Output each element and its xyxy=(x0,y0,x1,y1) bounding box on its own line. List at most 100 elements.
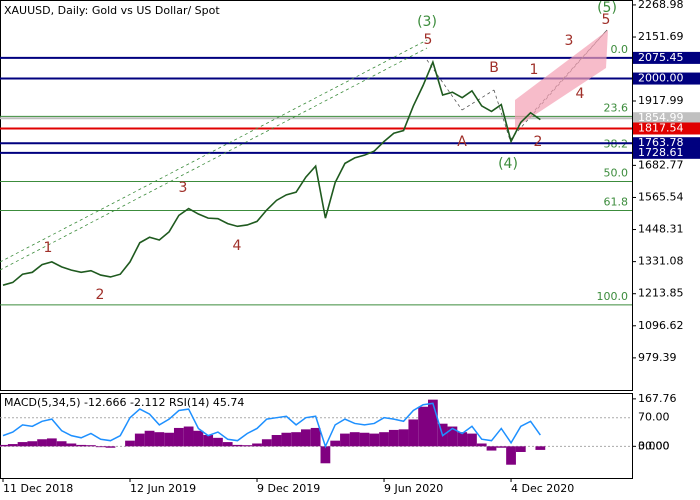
macd-bar xyxy=(476,443,487,447)
level-tag-label: 1817.54 xyxy=(638,121,684,134)
y-tick-label: 0.000 xyxy=(638,439,670,452)
macd-bar xyxy=(46,438,57,447)
macd-bar xyxy=(154,432,165,447)
macd-bar xyxy=(427,399,438,447)
y-tick-label: 1682.77 xyxy=(638,158,684,171)
y-tick-label: 1565.54 xyxy=(638,190,684,203)
macd-bar xyxy=(320,446,331,464)
price-line xyxy=(2,59,541,286)
y-tick-label: 1331.08 xyxy=(638,255,684,268)
y-tick-label: 1917.99 xyxy=(638,94,684,107)
macd-bar xyxy=(17,442,28,447)
y-tick-label: 979.39 xyxy=(638,351,677,364)
macd-bar xyxy=(125,440,135,447)
y-tick-label: 2268.98 xyxy=(638,0,684,11)
macd-bar xyxy=(76,444,87,447)
wave-label: 2 xyxy=(96,287,105,303)
macd-bar xyxy=(261,439,272,447)
wave-dash xyxy=(493,89,511,141)
macd-bar xyxy=(183,426,194,447)
x-tick-label: 9 Dec 2019 xyxy=(257,482,320,495)
wave-label: (5) xyxy=(597,0,617,16)
macd-bar xyxy=(27,441,38,447)
x-tick-label: 9 Jun 2020 xyxy=(384,482,443,495)
y-tick-label: 1096.62 xyxy=(638,319,684,332)
macd-bar xyxy=(340,433,350,447)
level-tag xyxy=(633,122,700,135)
macd-bar xyxy=(369,433,380,447)
main-panel xyxy=(0,0,633,391)
y2-tick-label: 30.00 xyxy=(638,439,670,452)
decorations xyxy=(0,29,608,271)
macd-bar xyxy=(349,432,360,447)
macd-bar xyxy=(408,419,419,447)
macd-bar xyxy=(379,432,389,447)
macd-bar xyxy=(105,446,116,448)
wave-label: 1 xyxy=(530,62,539,78)
level-tag-label: 1763.78 xyxy=(638,136,684,149)
macd-bar xyxy=(515,446,526,452)
macd-bar xyxy=(37,439,47,447)
macd-bar xyxy=(164,432,174,447)
wave-label: 4 xyxy=(576,86,585,102)
level-tag xyxy=(633,146,700,159)
macd-bar xyxy=(300,429,311,447)
macd-bar xyxy=(144,430,155,447)
x-tick-label: 11 Dec 2018 xyxy=(3,482,73,495)
level-tag-label: 2000.00 xyxy=(638,72,684,85)
level-tag-label: 1728.61 xyxy=(638,146,684,159)
fib-label: 61.8 xyxy=(604,195,629,208)
wave-dash xyxy=(0,47,428,271)
fib-label: 100.0 xyxy=(597,290,629,303)
wave-label: (4) xyxy=(498,156,518,172)
chart-title: XAUUSD, Daily: Gold vs US Dollar/ Spot xyxy=(4,4,220,17)
level-tag-label: 2075.45 xyxy=(638,51,684,64)
macd-bar xyxy=(173,427,184,447)
wave-label: 5 xyxy=(424,32,433,48)
y-tick-label: 2151.69 xyxy=(638,30,684,43)
wave-label: 5 xyxy=(602,12,611,28)
macd-bar xyxy=(232,444,243,447)
macd-bar xyxy=(252,443,262,447)
wave-label: 4 xyxy=(233,238,242,254)
y-tick-label: 1213.85 xyxy=(638,287,684,300)
wave-label: 2 xyxy=(534,134,543,150)
macd-bar xyxy=(86,445,96,447)
macd-bar xyxy=(310,427,321,447)
level-tag-label: 1854.99 xyxy=(638,111,684,124)
wave-dash xyxy=(0,39,428,263)
macd-bar xyxy=(134,433,145,447)
macd-bar xyxy=(359,432,370,447)
macd-bar xyxy=(7,444,18,447)
x-tick-label: 4 Dec 2020 xyxy=(511,482,574,495)
wave-label: 3 xyxy=(179,180,188,196)
wave-label: A xyxy=(457,134,467,150)
macd-bar xyxy=(291,432,301,447)
wave-label: (3) xyxy=(417,14,437,30)
macd-bar xyxy=(535,446,546,450)
macd-bar xyxy=(388,429,399,447)
wave-dash xyxy=(426,59,463,111)
fib-label: 50.0 xyxy=(604,166,629,179)
macd-bar xyxy=(281,432,292,447)
macd-bar xyxy=(222,442,233,447)
macd-bar xyxy=(330,440,341,447)
wave-label: 3 xyxy=(565,33,574,49)
macd-bar xyxy=(457,432,468,447)
y2-tick-label: 70.00 xyxy=(638,411,670,424)
level-tag xyxy=(633,51,700,64)
wave-label: 1 xyxy=(44,240,53,256)
macd-bar xyxy=(486,446,497,451)
level-tag xyxy=(633,72,700,85)
macd-bar xyxy=(0,444,8,447)
fib-label: 0.0 xyxy=(611,43,629,56)
macd-bar xyxy=(398,429,409,447)
target-channel xyxy=(515,30,608,128)
macd-bar xyxy=(193,430,204,447)
macd-bar xyxy=(271,435,282,447)
macd-bar xyxy=(95,446,106,448)
macd-bar xyxy=(506,446,516,465)
macd-bar xyxy=(242,445,253,447)
level-tag xyxy=(633,137,700,150)
macd-bar xyxy=(447,426,458,447)
